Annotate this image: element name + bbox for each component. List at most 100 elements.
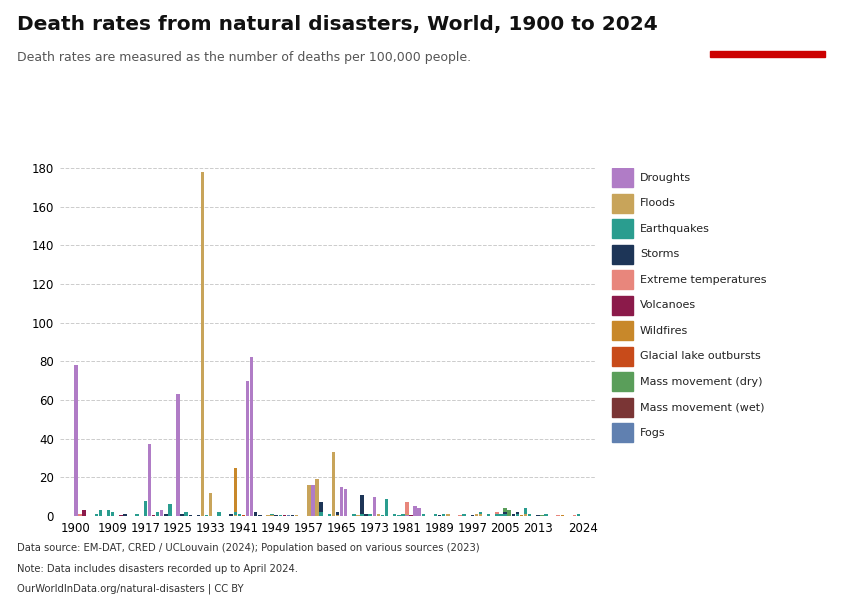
- Bar: [458, 515, 462, 516]
- Bar: [152, 515, 156, 516]
- Bar: [612, 194, 633, 212]
- Bar: [282, 515, 286, 516]
- Bar: [160, 515, 163, 516]
- Bar: [209, 493, 212, 516]
- Bar: [99, 510, 102, 516]
- Bar: [446, 514, 450, 516]
- Bar: [442, 514, 445, 516]
- Text: Our World: Our World: [737, 17, 796, 28]
- Bar: [438, 515, 441, 516]
- Bar: [164, 514, 167, 516]
- Bar: [110, 512, 115, 516]
- Text: in Data: in Data: [746, 34, 788, 43]
- Bar: [516, 512, 519, 516]
- Bar: [119, 515, 122, 516]
- Text: Note: Data includes disasters recorded up to April 2024.: Note: Data includes disasters recorded u…: [17, 564, 298, 574]
- Bar: [230, 514, 233, 516]
- Bar: [144, 500, 147, 516]
- Bar: [365, 514, 368, 516]
- Bar: [405, 502, 409, 516]
- Bar: [528, 514, 531, 516]
- Bar: [503, 514, 507, 516]
- Bar: [360, 514, 364, 516]
- Bar: [123, 514, 127, 516]
- Bar: [524, 515, 527, 516]
- Bar: [148, 445, 151, 516]
- Bar: [446, 515, 450, 516]
- Bar: [176, 394, 180, 516]
- Bar: [422, 515, 425, 516]
- Text: Volcanoes: Volcanoes: [640, 301, 696, 310]
- Bar: [270, 515, 274, 516]
- Bar: [462, 514, 466, 516]
- Bar: [340, 515, 343, 516]
- Bar: [184, 512, 188, 516]
- Bar: [410, 515, 413, 516]
- Bar: [503, 512, 507, 516]
- Text: Mass movement (wet): Mass movement (wet): [640, 403, 764, 412]
- Text: Death rates are measured as the number of deaths per 100,000 people.: Death rates are measured as the number o…: [17, 51, 471, 64]
- Text: Data source: EM-DAT, CRED / UCLouvain (2024); Population based on various source: Data source: EM-DAT, CRED / UCLouvain (2…: [17, 543, 479, 553]
- Bar: [196, 515, 201, 516]
- Bar: [413, 506, 416, 516]
- Text: Fogs: Fogs: [640, 428, 666, 438]
- Bar: [320, 502, 323, 516]
- Bar: [479, 515, 482, 516]
- Bar: [360, 514, 364, 516]
- Bar: [612, 245, 633, 263]
- Bar: [417, 508, 421, 516]
- Text: Mass movement (dry): Mass movement (dry): [640, 377, 762, 387]
- Bar: [612, 270, 633, 289]
- Bar: [544, 514, 547, 516]
- Bar: [156, 512, 159, 516]
- Bar: [332, 515, 335, 516]
- Bar: [336, 512, 339, 516]
- Bar: [291, 515, 294, 516]
- Bar: [413, 515, 416, 516]
- Bar: [612, 321, 633, 340]
- Bar: [320, 512, 323, 516]
- Bar: [327, 515, 331, 516]
- Bar: [401, 514, 405, 516]
- Bar: [315, 479, 319, 516]
- Bar: [434, 515, 437, 516]
- Bar: [573, 515, 576, 516]
- Bar: [135, 514, 139, 516]
- Bar: [612, 347, 633, 366]
- Bar: [557, 515, 560, 516]
- Bar: [234, 467, 237, 516]
- Bar: [254, 512, 258, 516]
- Bar: [524, 515, 527, 516]
- Bar: [94, 514, 98, 516]
- Bar: [612, 372, 633, 391]
- Bar: [612, 398, 633, 417]
- Bar: [160, 510, 163, 516]
- Bar: [148, 512, 151, 516]
- Bar: [377, 514, 380, 516]
- Bar: [524, 508, 527, 516]
- Bar: [156, 514, 159, 516]
- Bar: [180, 514, 184, 516]
- Bar: [377, 514, 380, 516]
- Text: Floods: Floods: [640, 198, 676, 208]
- Bar: [524, 515, 527, 516]
- Bar: [377, 515, 380, 516]
- Bar: [479, 512, 482, 516]
- Bar: [612, 219, 633, 238]
- Bar: [405, 514, 409, 516]
- Bar: [612, 168, 633, 187]
- Bar: [496, 512, 499, 516]
- Bar: [499, 514, 502, 516]
- Bar: [246, 514, 249, 516]
- Bar: [381, 515, 384, 516]
- Bar: [360, 495, 364, 516]
- Bar: [189, 515, 192, 516]
- Bar: [311, 485, 314, 516]
- Bar: [434, 514, 437, 516]
- Bar: [99, 514, 102, 516]
- Text: Death rates from natural disasters, World, 1900 to 2024: Death rates from natural disasters, Worl…: [17, 15, 658, 34]
- Bar: [275, 515, 278, 516]
- Bar: [230, 515, 233, 516]
- Bar: [74, 515, 77, 516]
- Bar: [234, 512, 237, 516]
